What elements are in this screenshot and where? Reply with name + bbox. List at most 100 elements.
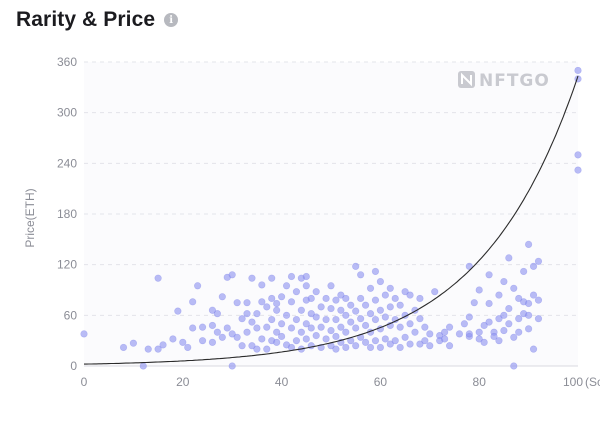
scatter-point[interactable] bbox=[302, 282, 310, 290]
scatter-point[interactable] bbox=[144, 345, 152, 353]
scatter-point[interactable] bbox=[80, 330, 88, 338]
scatter-point[interactable] bbox=[282, 282, 291, 290]
scatter-point[interactable] bbox=[357, 294, 365, 303]
scatter-point[interactable] bbox=[169, 335, 177, 343]
scatter-point[interactable] bbox=[421, 323, 429, 331]
scatter-point[interactable] bbox=[292, 288, 301, 296]
scatter-point[interactable] bbox=[337, 323, 345, 331]
scatter-point[interactable] bbox=[322, 335, 330, 343]
scatter-point[interactable] bbox=[490, 332, 498, 341]
scatter-point[interactable] bbox=[208, 321, 217, 330]
scatter-point[interactable] bbox=[159, 341, 167, 349]
scatter-point[interactable] bbox=[396, 301, 404, 309]
scatter-point[interactable] bbox=[307, 342, 315, 350]
scatter-point[interactable] bbox=[263, 303, 271, 311]
scatter-point[interactable] bbox=[366, 343, 375, 352]
scatter-point[interactable] bbox=[529, 291, 538, 299]
scatter-point[interactable] bbox=[228, 271, 236, 279]
scatter-point[interactable] bbox=[475, 328, 483, 336]
scatter-point[interactable] bbox=[352, 342, 360, 350]
scatter-point[interactable] bbox=[184, 343, 192, 352]
scatter-point[interactable] bbox=[416, 294, 424, 303]
scatter-point[interactable] bbox=[391, 294, 399, 303]
scatter-point[interactable] bbox=[465, 313, 473, 321]
scatter-point[interactable] bbox=[119, 343, 128, 352]
scatter-point[interactable] bbox=[505, 320, 513, 328]
scatter-point[interactable] bbox=[302, 335, 310, 343]
scatter-point[interactable] bbox=[455, 330, 464, 338]
scatter-point[interactable] bbox=[441, 335, 449, 343]
scatter-point[interactable] bbox=[342, 328, 350, 336]
scatter-point[interactable] bbox=[273, 306, 281, 314]
scatter-point[interactable] bbox=[495, 337, 503, 345]
scatter-point[interactable] bbox=[327, 282, 335, 290]
scatter-point[interactable] bbox=[510, 333, 518, 341]
scatter-point[interactable] bbox=[500, 311, 508, 319]
scatter-point[interactable] bbox=[248, 342, 256, 350]
scatter-point[interactable] bbox=[524, 325, 533, 333]
scatter-point[interactable] bbox=[460, 320, 468, 328]
scatter-point[interactable] bbox=[268, 294, 276, 303]
scatter-point[interactable] bbox=[529, 345, 538, 353]
scatter-point[interactable] bbox=[194, 282, 202, 290]
scatter-point[interactable] bbox=[361, 338, 370, 346]
scatter-point[interactable] bbox=[282, 311, 291, 319]
scatter-point[interactable] bbox=[480, 321, 488, 330]
scatter-point[interactable] bbox=[189, 324, 197, 332]
scatter-point[interactable] bbox=[253, 345, 261, 353]
scatter-point[interactable] bbox=[268, 274, 276, 282]
scatter-point[interactable] bbox=[524, 311, 533, 319]
scatter-point[interactable] bbox=[243, 328, 251, 336]
scatter-point[interactable] bbox=[421, 337, 429, 345]
scatter-point[interactable] bbox=[574, 166, 582, 174]
scatter-point[interactable] bbox=[376, 277, 385, 286]
scatter-point[interactable] bbox=[406, 320, 414, 328]
scatter-point[interactable] bbox=[342, 311, 350, 319]
scatter-point[interactable] bbox=[515, 315, 523, 323]
scatter-point[interactable] bbox=[139, 362, 147, 370]
scatter-point[interactable] bbox=[228, 330, 236, 338]
scatter-point[interactable] bbox=[426, 342, 434, 350]
scatter-point[interactable] bbox=[129, 339, 137, 347]
scatter-point[interactable] bbox=[208, 338, 217, 346]
scatter-point[interactable] bbox=[361, 301, 370, 309]
scatter-point[interactable] bbox=[406, 340, 414, 348]
scatter-point[interactable] bbox=[411, 328, 419, 336]
scatter-point[interactable] bbox=[287, 298, 296, 306]
scatter-point[interactable] bbox=[485, 299, 493, 308]
scatter-point[interactable] bbox=[154, 274, 162, 282]
scatter-point[interactable] bbox=[347, 301, 355, 309]
scatter-point[interactable] bbox=[189, 298, 197, 306]
scatter-point[interactable] bbox=[495, 291, 503, 299]
scatter-point[interactable] bbox=[307, 310, 315, 318]
scatter-point[interactable] bbox=[233, 299, 241, 307]
scatter-point[interactable] bbox=[416, 315, 424, 323]
scatter-point[interactable] bbox=[337, 306, 345, 314]
scatter-point[interactable] bbox=[253, 310, 261, 318]
scatter-point[interactable] bbox=[297, 306, 305, 314]
scatter-point[interactable] bbox=[248, 318, 256, 326]
info-icon[interactable]: i bbox=[164, 13, 179, 27]
scatter-point[interactable] bbox=[396, 323, 404, 331]
scatter-point[interactable] bbox=[381, 313, 389, 321]
scatter-point[interactable] bbox=[223, 324, 231, 332]
scatter-point[interactable] bbox=[445, 342, 454, 350]
scatter-point[interactable] bbox=[371, 315, 380, 324]
scatter-point[interactable] bbox=[524, 240, 533, 248]
scatter-point[interactable] bbox=[213, 310, 221, 318]
scatter-point[interactable] bbox=[431, 288, 439, 296]
scatter-point[interactable] bbox=[228, 362, 236, 370]
scatter-point[interactable] bbox=[510, 362, 518, 370]
scatter-point[interactable] bbox=[317, 303, 325, 311]
scatter-point[interactable] bbox=[366, 310, 375, 318]
scatter-point[interactable] bbox=[268, 315, 276, 324]
scatter-point[interactable] bbox=[357, 271, 365, 279]
scatter-point[interactable] bbox=[238, 315, 246, 323]
scatter-point[interactable] bbox=[534, 315, 543, 323]
scatter-point[interactable] bbox=[485, 271, 493, 279]
scatter-point[interactable] bbox=[263, 323, 271, 331]
scatter-point[interactable] bbox=[534, 296, 543, 304]
scatter-point[interactable] bbox=[218, 293, 226, 301]
scatter-point[interactable] bbox=[381, 291, 389, 299]
scatter-point[interactable] bbox=[396, 343, 404, 352]
